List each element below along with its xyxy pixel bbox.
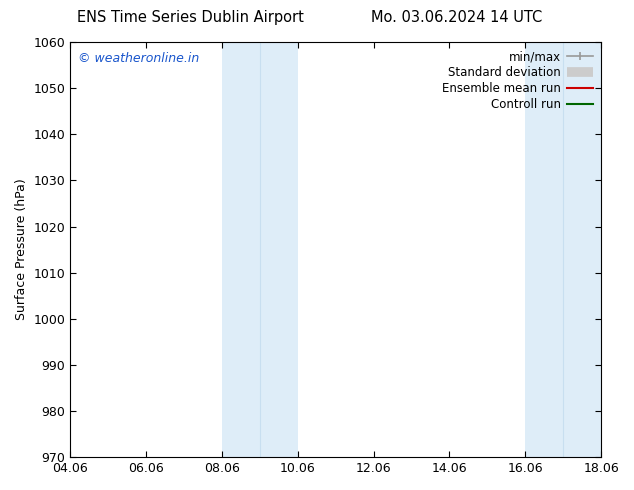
Text: Mo. 03.06.2024 14 UTC: Mo. 03.06.2024 14 UTC bbox=[371, 10, 542, 25]
Y-axis label: Surface Pressure (hPa): Surface Pressure (hPa) bbox=[15, 179, 28, 320]
Bar bbox=[526, 42, 563, 457]
Bar bbox=[260, 42, 298, 457]
Text: © weatheronline.in: © weatheronline.in bbox=[78, 52, 200, 66]
Bar bbox=[222, 42, 260, 457]
Text: ENS Time Series Dublin Airport: ENS Time Series Dublin Airport bbox=[77, 10, 304, 25]
Legend: min/max, Standard deviation, Ensemble mean run, Controll run: min/max, Standard deviation, Ensemble me… bbox=[440, 48, 595, 114]
Bar bbox=[563, 42, 601, 457]
